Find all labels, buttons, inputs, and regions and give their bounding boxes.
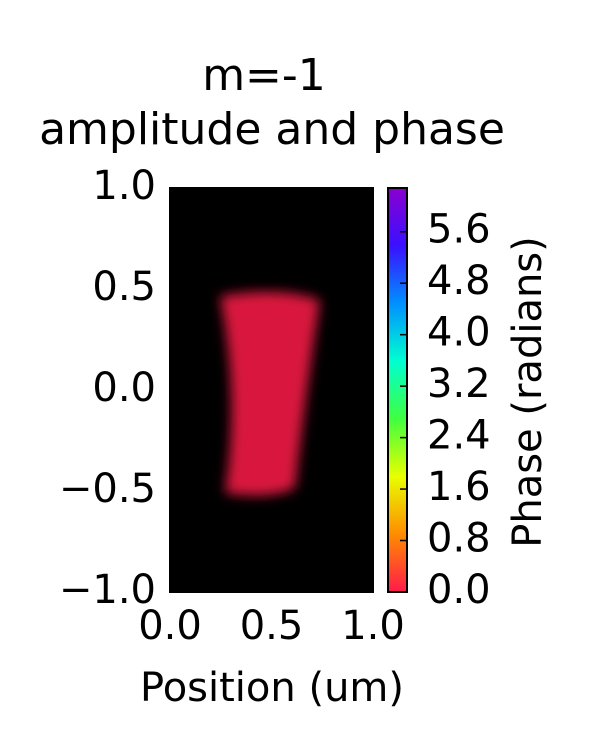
colorbar-tick-label: 5.6 — [427, 207, 491, 253]
y-tick-label: −1.0 — [59, 567, 156, 613]
y-tick-label: 0.5 — [92, 264, 156, 310]
colorbar-tick-label: 0.0 — [427, 567, 491, 613]
colorbar-tick-label: 1.6 — [427, 464, 491, 510]
x-tick-label: 0.5 — [240, 603, 304, 649]
field-blob — [220, 291, 320, 496]
chart-subtitle: amplitude and phase — [39, 104, 505, 155]
image-field — [220, 291, 320, 496]
y-tick-label: 0.0 — [92, 365, 156, 411]
colorbar-tick-label: 0.8 — [427, 516, 491, 562]
colorbar — [387, 187, 408, 593]
colorbar-label: Phase (radians) — [505, 236, 551, 548]
x-tick-label: 0.0 — [138, 603, 202, 649]
colorbar-tick-label: 2.4 — [427, 413, 491, 459]
colorbar-tick-label: 4.0 — [427, 310, 491, 356]
y-tick-label: −0.5 — [59, 466, 156, 512]
y-tick-label: 1.0 — [92, 163, 156, 209]
x-axis-label: Position (um) — [140, 665, 404, 711]
chart-title: m=-1 — [202, 50, 326, 101]
x-tick-label: 1.0 — [341, 603, 405, 649]
colorbar-tick-label: 3.2 — [427, 361, 491, 407]
colorbar-tick-label: 4.8 — [427, 258, 491, 304]
